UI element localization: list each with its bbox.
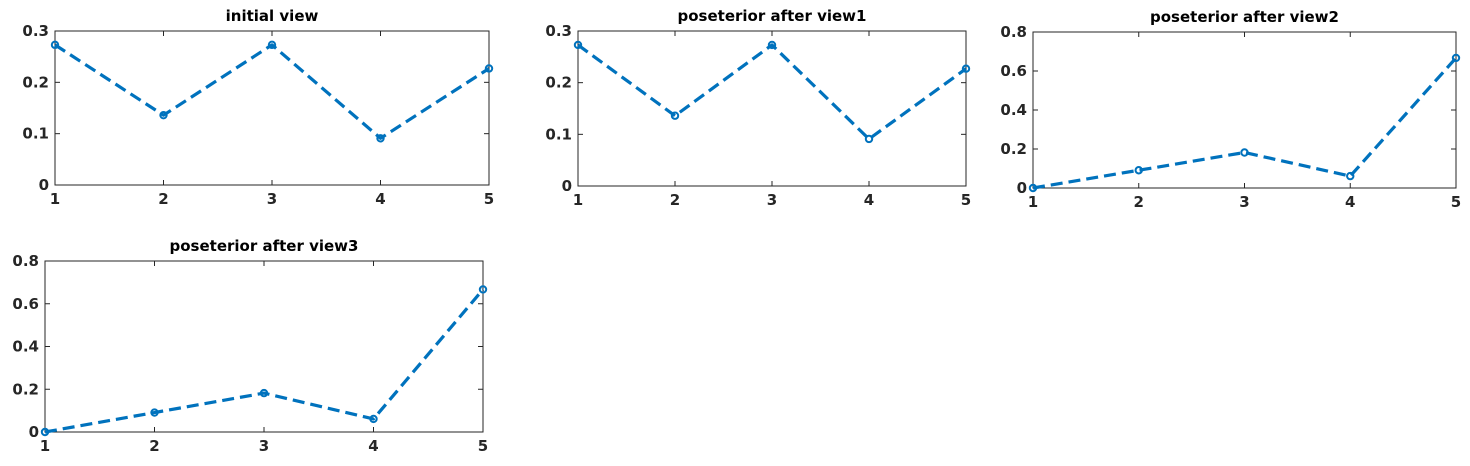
x-tick-label: 2 [149,437,159,455]
x-tick-label: 4 [864,191,874,209]
y-tick-label: 0.3 [22,22,49,40]
y-tick-label: 0.6 [12,295,39,313]
chart-title: poseterior after view3 [170,237,359,255]
x-tick-label: 2 [1134,193,1144,211]
y-tick-label: 0.6 [1000,62,1027,80]
y-tick-label: 0 [39,176,49,194]
y-tick-label: 0 [1017,179,1027,197]
data-point [1134,166,1143,175]
x-tick-label: 1 [1028,193,1038,211]
chart-title: poseterior after view2 [1150,8,1339,26]
x-tick-label: 2 [158,190,168,208]
data-point [150,408,159,417]
plot-area [577,30,967,187]
y-tick-label: 0.3 [545,22,572,40]
x-tick-label: 1 [573,191,583,209]
y-tick-label: 0.2 [1000,140,1027,158]
y-tick-label: 0.4 [1000,101,1027,119]
data-point [159,110,168,120]
data-point [864,134,874,144]
series-line [54,43,490,140]
x-tick-label: 3 [267,190,277,208]
data-point [1346,171,1355,181]
x-tick-label: 4 [1345,193,1355,211]
series-line [1032,56,1458,190]
y-tick-label: 0.1 [22,125,49,143]
y-tick-label: 0.2 [12,380,39,398]
chart-2: poseterior after view1 1 2 3 4 5 0 0.1 0.2 0.3 [545,7,971,209]
data-point [259,388,269,398]
x-tick-label: 4 [368,437,378,455]
x-tick-label: 4 [375,190,385,208]
x-tick-label: 2 [670,191,680,209]
chart-title: initial view [226,7,319,25]
x-tick-label: 5 [478,437,488,455]
data-point [767,40,777,50]
x-tick-label: 5 [484,190,494,208]
y-tick-label: 0 [562,177,572,195]
data-point [961,64,971,73]
x-tick-label: 3 [259,437,269,455]
x-tick-label: 5 [1451,193,1461,211]
y-tick-label: 0.8 [1000,23,1027,41]
x-tick-label: 3 [767,191,777,209]
x-tick-label: 3 [1239,193,1249,211]
chart-1: initial view 1 2 3 4 5 0 0.1 0.2 0.3 [22,7,494,208]
series-line [577,43,967,141]
x-tick-label: 1 [40,437,50,455]
chart-4: poseterior after view3 1 2 3 4 5 0 0.2 0.4 0.6 0.8 [12,237,488,455]
plot-area [44,260,484,433]
data-point [573,40,583,50]
y-tick-label: 0.8 [12,252,39,270]
y-tick-label: 0.1 [545,125,572,143]
data-point [376,134,385,143]
y-tick-label: 0 [29,423,39,441]
y-tick-label: 0.4 [12,338,39,356]
data-point [50,40,60,50]
x-tick-label: 5 [961,191,971,209]
data-point [670,111,680,120]
y-tick-label: 0.2 [22,73,49,91]
data-point [369,414,378,424]
chart-title: poseterior after view1 [678,7,867,25]
x-tick-label: 1 [50,190,60,208]
chart-3: poseterior after view2 1 2 3 4 5 0 0.2 0.4 0.6 0.8 [1000,8,1461,211]
series-line [44,288,485,434]
y-tick-label: 0.2 [545,74,572,92]
data-point [1028,183,1038,193]
data-point [40,427,50,437]
data-point [484,64,494,73]
data-point [478,285,488,294]
data-point [1240,148,1249,157]
plot-area [1032,31,1457,189]
data-point [267,40,277,50]
plot-area [54,30,490,186]
data-point [1451,53,1461,63]
